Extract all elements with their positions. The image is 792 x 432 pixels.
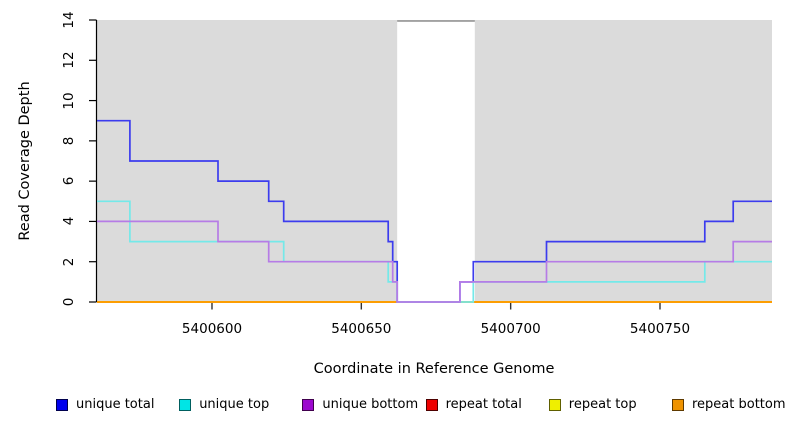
- legend-item-unique-total: unique total: [56, 398, 154, 412]
- legend-item-unique-bottom: unique bottom: [302, 398, 418, 412]
- legend-item-repeat-bottom: repeat bottom: [672, 398, 786, 412]
- legend-item-repeat-top: repeat top: [548, 397, 637, 412]
- legend-swatch-icon: [672, 399, 684, 411]
- legend-item-repeat-total: repeat total: [425, 397, 522, 412]
- legend-swatch-icon: [425, 399, 438, 411]
- legend-label: repeat top: [568, 397, 637, 412]
- legend-label: unique top: [199, 397, 270, 412]
- legend-item-unique-top: unique top: [179, 398, 269, 412]
- legend-label: unique total: [76, 397, 155, 412]
- legend-swatch-icon: [179, 399, 192, 411]
- x-axis-title: Coordinate in Reference Genome: [313, 361, 555, 377]
- legend-label: unique bottom: [322, 397, 419, 412]
- legend-label: repeat total: [445, 397, 522, 412]
- legend-swatch-icon: [548, 399, 561, 411]
- legend-swatch-icon: [56, 399, 68, 411]
- series-line-unique-bottom: [97, 220, 772, 303]
- highlight-region: [397, 21, 475, 302]
- legend-label: repeat bottom: [692, 397, 786, 412]
- series-line-unique-total: [97, 119, 772, 303]
- legend-swatch-icon: [302, 399, 315, 411]
